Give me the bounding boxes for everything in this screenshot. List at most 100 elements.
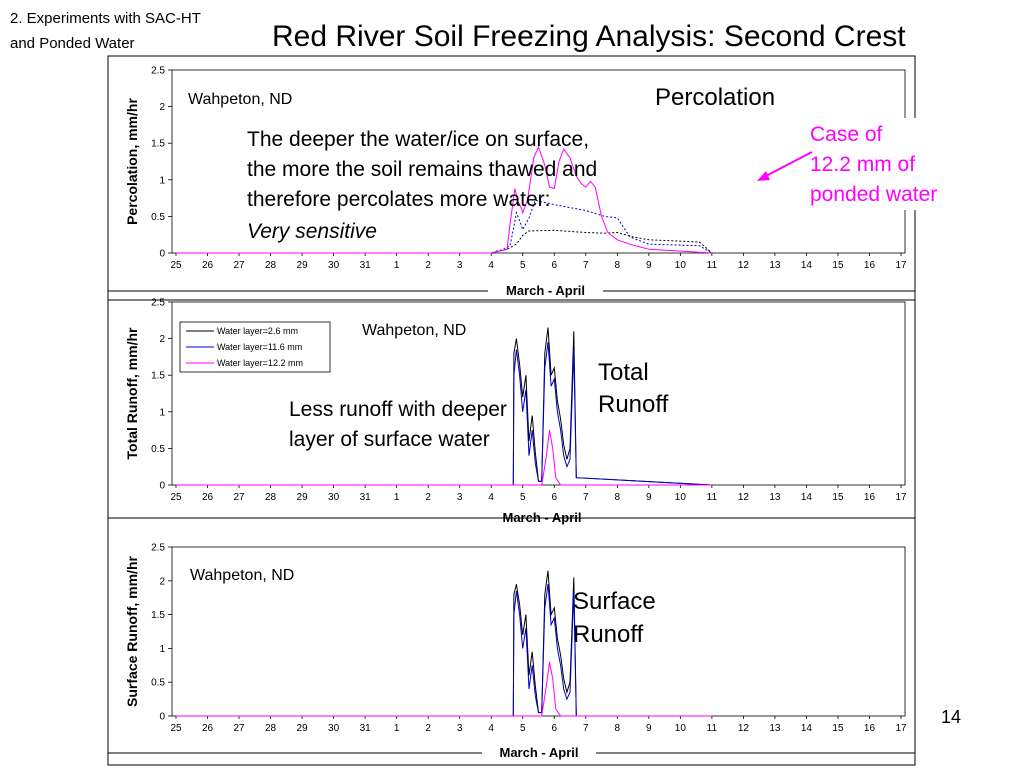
x-tick-label: 1 [394,723,400,734]
x-tick-label: 9 [646,260,652,271]
series-line [176,199,713,254]
y-tick-label: 1.5 [151,139,165,150]
x-tick-label: 11 [707,260,718,271]
x-axis-label: March - April [506,283,585,298]
total-runoff-note-line-2: layer of surface water [289,428,490,451]
x-tick-label: 17 [895,260,907,271]
x-axis-label: March - April [500,745,579,760]
callout-arrowhead-icon [757,171,770,181]
x-tick-label: 26 [202,492,214,503]
total-runoff-chart: 00.511.522.525 26 27 28 29 30 31 1 2 3 4 5 6 7 8 9 10 11 1… [108,298,915,525]
x-tick-label: 8 [615,723,621,734]
x-tick-label: 1 [394,492,400,503]
y-tick-label: 1 [159,175,165,186]
plot-area [171,69,906,254]
x-tick-label: 15 [832,260,844,271]
x-tick-label: 6 [551,492,557,503]
series-line [176,342,712,486]
y-axis-label: Percolation, mm/hr [124,98,140,225]
x-tick-label: 30 [328,723,340,734]
percolation-title: Percolation [655,84,775,111]
header-line-1: 2. Experiments with SAC-HT [10,10,201,27]
legend-label-1: Water layer=2.6 mm [217,326,298,336]
y-axis-label: Total Runoff, mm/hr [124,327,140,459]
x-tick-label: 8 [615,260,621,271]
x-tick-label: 26 [202,260,214,271]
x-tick-label: 3 [457,260,463,271]
y-tick-label: 1 [159,407,165,418]
series-line [176,145,712,254]
x-tick-label: 4 [488,260,494,271]
slide-title: Red River Soil Freezing Analysis: Second… [272,20,906,53]
y-tick-label: 0.5 [151,444,165,455]
y-tick-label: 0.5 [151,678,165,689]
y-tick-label: 1.5 [151,371,165,382]
y-tick-label: 0 [159,712,165,723]
x-tick-label: 1 [394,260,400,271]
x-tick-label: 31 [360,492,372,503]
legend-label-3: Water layer=12.2 mm [217,358,303,368]
y-tick-label: 2 [159,102,165,113]
y-tick-label: 1.5 [151,610,165,621]
x-tick-label: 4 [488,723,494,734]
x-tick-label: 27 [233,492,245,503]
callout-line-3: ponded water [810,183,937,206]
surface-runoff-chart: 00.511.522.525 26 27 28 29 30 31 1 2 3 4 5 6 7 8 9 10 11 1… [108,543,915,760]
series-line [176,584,712,717]
surface-runoff-title-line-1: Surface [573,588,656,615]
x-tick-label: 5 [520,723,526,734]
x-tick-label: 25 [170,723,182,734]
x-tick-label: 12 [738,492,750,503]
x-tick-label: 11 [707,492,718,503]
x-tick-label: 26 [202,723,214,734]
slide-header: 2. Experiments with SAC-HT and Ponded Wa… [10,6,280,56]
percolation-note-line-4: Very sensitive [247,220,377,243]
series-line [176,430,712,486]
x-tick-label: 10 [675,723,687,734]
x-tick-label: 30 [328,260,340,271]
y-tick-label: 0 [159,481,165,492]
x-tick-label: 2 [425,492,431,503]
x-tick-label: 12 [738,723,750,734]
x-tick-label: 17 [895,492,907,503]
callout-arrow [761,151,813,179]
x-tick-label: 27 [233,723,245,734]
x-tick-label: 28 [265,260,277,271]
y-tick-label: 2.5 [151,298,165,309]
callout-line-1: Case of [810,123,883,146]
x-tick-label: 28 [265,723,277,734]
x-tick-label: 6 [551,260,557,271]
y-axis-label: Surface Runoff, mm/hr [124,555,140,706]
total-runoff-title-line-1: Total [598,359,649,386]
x-tick-label: 16 [864,723,876,734]
panel-frame-surface-runoff [107,517,916,766]
x-tick-label: 27 [233,260,245,271]
x-tick-label: 31 [360,260,372,271]
x-tick-label: 28 [265,492,277,503]
plot-area [171,546,906,717]
header-line-2: and Ponded Water [10,35,135,52]
x-tick-label: 29 [297,260,309,271]
page-number: 14 [941,707,962,727]
x-tick-label: 11 [707,723,718,734]
x-tick-label: 14 [801,723,813,734]
x-tick-label: 10 [675,260,687,271]
percolation-note-line-1: The deeper the water/ice on surface, [247,128,589,151]
y-tick-label: 2 [159,576,165,587]
percolation-note-line-3: therefore percolates more water: [247,188,550,211]
x-tick-label: 17 [895,723,907,734]
x-tick-label: 16 [864,492,876,503]
x-tick-label: 7 [583,260,589,271]
x-tick-label: 15 [832,723,844,734]
x-tick-label: 13 [769,492,781,503]
x-tick-label: 3 [457,723,463,734]
x-tick-label: 13 [769,723,781,734]
x-tick-label: 30 [328,492,340,503]
x-tick-label: 6 [551,723,557,734]
x-tick-label: 29 [297,723,309,734]
percolation-location: Wahpeton, ND [188,91,292,108]
surface-runoff-location: Wahpeton, ND [190,567,294,584]
total-runoff-location: Wahpeton, ND [362,322,466,339]
x-tick-label: 16 [864,260,876,271]
x-tick-label: 12 [738,260,750,271]
